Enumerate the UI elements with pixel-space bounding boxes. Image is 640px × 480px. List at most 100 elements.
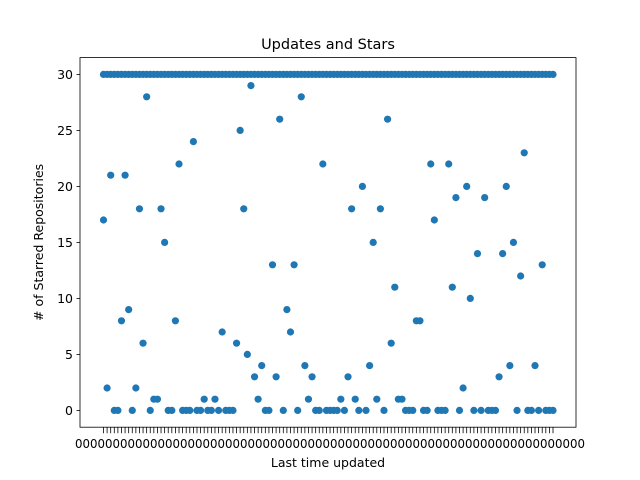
x-tick-label-overlap: 0000 xyxy=(555,436,585,451)
data-point xyxy=(286,328,295,336)
data-point xyxy=(344,373,352,381)
x-tick-label-overlap: 0000 xyxy=(285,436,315,451)
data-point xyxy=(99,216,108,224)
data-point xyxy=(319,160,327,168)
x-tick-label-overlap: 0000 xyxy=(135,436,165,451)
data-point xyxy=(348,205,356,213)
plot-frame xyxy=(79,57,577,428)
data-point xyxy=(143,93,151,101)
data-point xyxy=(232,339,241,347)
data-point xyxy=(196,406,205,414)
data-point xyxy=(506,362,514,370)
x-tick-label-overlap: 0000 xyxy=(105,436,135,451)
data-point xyxy=(452,194,460,202)
data-point xyxy=(114,406,122,414)
data-point xyxy=(171,317,180,325)
data-point xyxy=(351,395,359,403)
data-point xyxy=(214,406,223,414)
data-point xyxy=(125,306,133,314)
data-point xyxy=(135,205,144,213)
data-point xyxy=(459,384,467,392)
x-tick-label-overlap: 0000 xyxy=(405,436,435,451)
x-tick-label-overlap: 0000 xyxy=(315,436,345,451)
data-point xyxy=(441,406,449,414)
data-point xyxy=(398,395,406,403)
y-tick-label: 10 xyxy=(57,291,73,306)
data-point xyxy=(448,283,456,291)
data-point xyxy=(139,339,147,347)
data-point xyxy=(207,406,215,414)
data-point xyxy=(495,373,503,381)
x-axis-label: Last time updated xyxy=(271,455,385,470)
x-tick-label-overlap: 0000 xyxy=(225,436,255,451)
data-point xyxy=(502,182,510,190)
data-point xyxy=(254,395,262,403)
data-point xyxy=(477,406,485,414)
y-tick-label: 30 xyxy=(57,67,73,82)
data-point xyxy=(340,406,349,414)
data-point xyxy=(243,350,251,358)
x-axis-ticks: 0000 0000 0000 0000 0000 0000 0000 0000 0000 0000… xyxy=(75,427,585,451)
data-point xyxy=(146,406,154,414)
data-point xyxy=(520,149,528,157)
data-point xyxy=(491,406,500,414)
data-point xyxy=(509,238,518,246)
data-point xyxy=(103,384,111,392)
data-point xyxy=(333,406,341,414)
data-point xyxy=(455,406,464,414)
y-tick-label: 0 xyxy=(65,403,73,418)
data-point xyxy=(513,406,521,414)
data-point xyxy=(423,406,431,414)
y-tick-label: 5 xyxy=(65,347,73,362)
data-point xyxy=(168,406,176,414)
data-point xyxy=(240,205,248,213)
data-point xyxy=(247,82,255,90)
x-tick-label-overlap: 0000 xyxy=(495,436,525,451)
data-point xyxy=(258,362,266,370)
data-point xyxy=(211,395,219,403)
data-point xyxy=(157,205,165,213)
data-point xyxy=(527,406,536,414)
data-point xyxy=(301,362,309,370)
data-point xyxy=(362,406,370,414)
data-point xyxy=(200,395,208,403)
data-point xyxy=(186,406,194,414)
data-point xyxy=(383,115,392,123)
x-tick-label-overlap: 0000 xyxy=(525,436,555,451)
data-point xyxy=(153,395,162,403)
data-point xyxy=(161,238,169,246)
data-point-baseline xyxy=(549,70,557,78)
data-point xyxy=(535,406,543,414)
chart-title: Updates and Stars xyxy=(261,37,395,53)
data-points xyxy=(99,70,557,414)
data-point xyxy=(387,339,395,347)
x-tick-label-overlap: 0000 xyxy=(375,436,405,451)
x-tick-label-overlap: 0000 xyxy=(165,436,195,451)
x-tick-label-overlap: 0000 xyxy=(435,436,465,451)
data-point xyxy=(409,406,417,414)
data-point xyxy=(283,306,291,314)
data-point xyxy=(304,395,313,403)
y-axis-ticks: 0 5 10 15 20 25 30 xyxy=(57,67,80,418)
data-point xyxy=(373,395,381,403)
data-point xyxy=(229,406,237,414)
data-point xyxy=(272,373,280,381)
data-point xyxy=(380,406,388,414)
data-point xyxy=(121,171,129,179)
data-point xyxy=(175,160,183,168)
data-point xyxy=(473,250,482,258)
data-point xyxy=(470,406,478,414)
x-tick-label-overlap: 0000 xyxy=(255,436,285,451)
data-point xyxy=(337,395,345,403)
data-point xyxy=(430,216,438,224)
x-tick-label-overlap: 0000 xyxy=(195,436,225,451)
data-point xyxy=(466,294,474,302)
data-point xyxy=(107,171,115,179)
data-point xyxy=(117,317,126,325)
x-tick-label-overlap: 0000 xyxy=(465,436,495,451)
data-point xyxy=(189,138,197,146)
x-tick-label-overlap: 0000 xyxy=(345,436,375,451)
data-point xyxy=(236,126,244,134)
